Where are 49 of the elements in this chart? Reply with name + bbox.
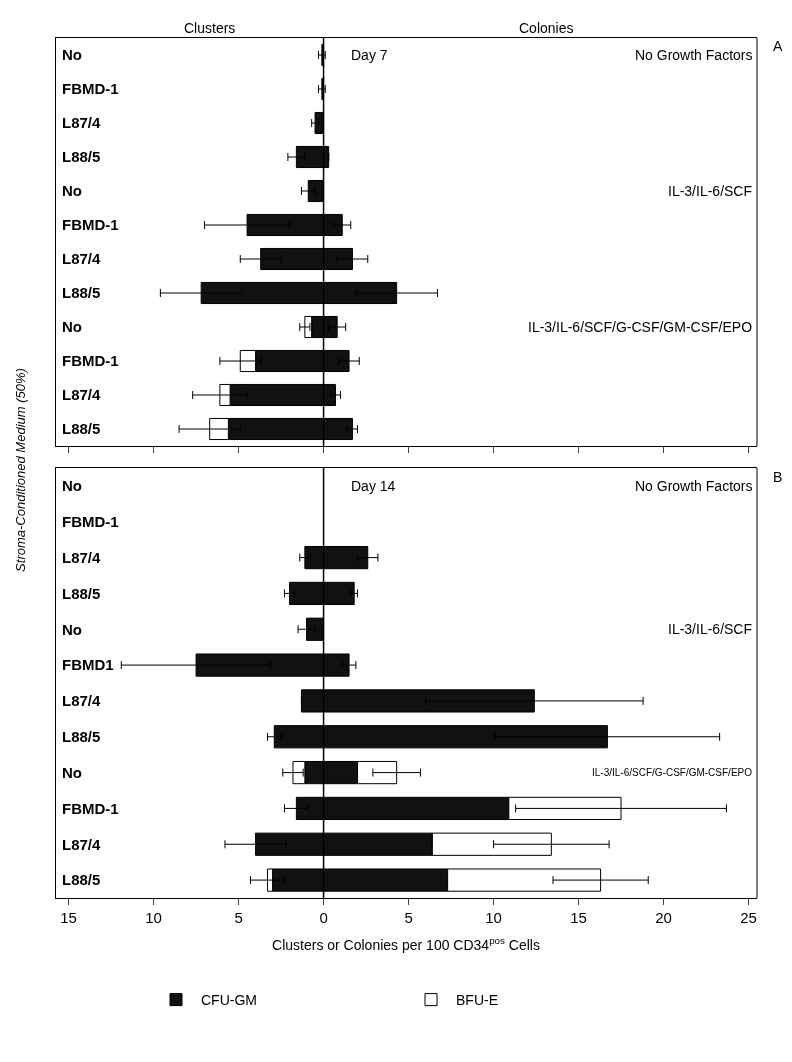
annotation: IL-3/IL-6/SCF/G-CSF/GM-CSF/EPO <box>528 319 753 335</box>
y-tick-label: FBMD-1 <box>62 513 119 530</box>
y-tick-label: FBMD1 <box>62 656 114 674</box>
y-tick-label: FBMD-1 <box>62 799 119 817</box>
x-tick-label: 15 <box>570 909 587 926</box>
y-tick-label: L88/5 <box>62 728 101 745</box>
y-tick-label: L88/5 <box>62 420 101 438</box>
y-tick-label: No <box>62 182 82 200</box>
text: Clusters <box>184 20 236 36</box>
y-tick-label: L87/4 <box>62 692 102 710</box>
y-tick-label: L87/4 <box>62 835 102 853</box>
y-tick-label: No <box>62 477 82 495</box>
x-tick-label: 10 <box>145 909 162 926</box>
y-tick-label: L87/4 <box>62 386 102 404</box>
y-axis-title: Stroma-Conditioned Medium (50%) <box>12 368 28 572</box>
x-tick-label: 25 <box>740 909 757 926</box>
annotation: IL-3/IL-6/SCF <box>668 183 753 199</box>
y-tick-label: L87/4 <box>62 114 102 132</box>
text: Colonies <box>519 20 574 36</box>
y-tick-label: FBMD-1 <box>62 352 119 370</box>
text: A <box>773 38 783 54</box>
y-tick-label: No <box>62 318 82 336</box>
annotation: No Growth Factors <box>635 47 753 63</box>
x-tick-label: 0 <box>319 909 328 926</box>
annotation: IL-3/IL-6/SCF/G-CSF/GM-CSF/EPO <box>592 767 753 778</box>
x-tick-label: 5 <box>404 909 413 926</box>
x-tick-label: 15 <box>60 909 77 926</box>
annotation: Day 7 <box>351 47 388 63</box>
legend-label: CFU-GM <box>201 992 257 1009</box>
y-tick-label: FBMD-1 <box>62 80 119 98</box>
y-tick-label: FBMD-1 <box>62 216 119 234</box>
y-tick-label: L88/5 <box>62 284 101 302</box>
annotation: Day 14 <box>351 478 396 494</box>
y-tick-label: L87/4 <box>62 548 102 566</box>
x-tick-label: 10 <box>485 909 502 926</box>
y-tick-label: L87/4 <box>62 250 102 268</box>
x-tick-label: 5 <box>234 909 243 926</box>
y-tick-label: L88/5 <box>62 148 101 166</box>
y-tick-label: No <box>62 763 82 781</box>
text: B <box>773 469 783 485</box>
y-tick-label: L88/5 <box>62 871 101 889</box>
x-axis-title: Clusters or Colonies per 100 CD34$^{pos}$ Cells <box>272 935 540 953</box>
legend-label: BFU-E <box>456 992 498 1009</box>
x-tick-label: 20 <box>655 909 672 926</box>
annotation: No Growth Factors <box>635 478 753 494</box>
y-tick-label: L88/5 <box>62 584 101 602</box>
y-tick-label: No <box>62 620 82 638</box>
y-tick-label: No <box>62 46 82 64</box>
annotation: IL-3/IL-6/SCF <box>668 621 753 637</box>
